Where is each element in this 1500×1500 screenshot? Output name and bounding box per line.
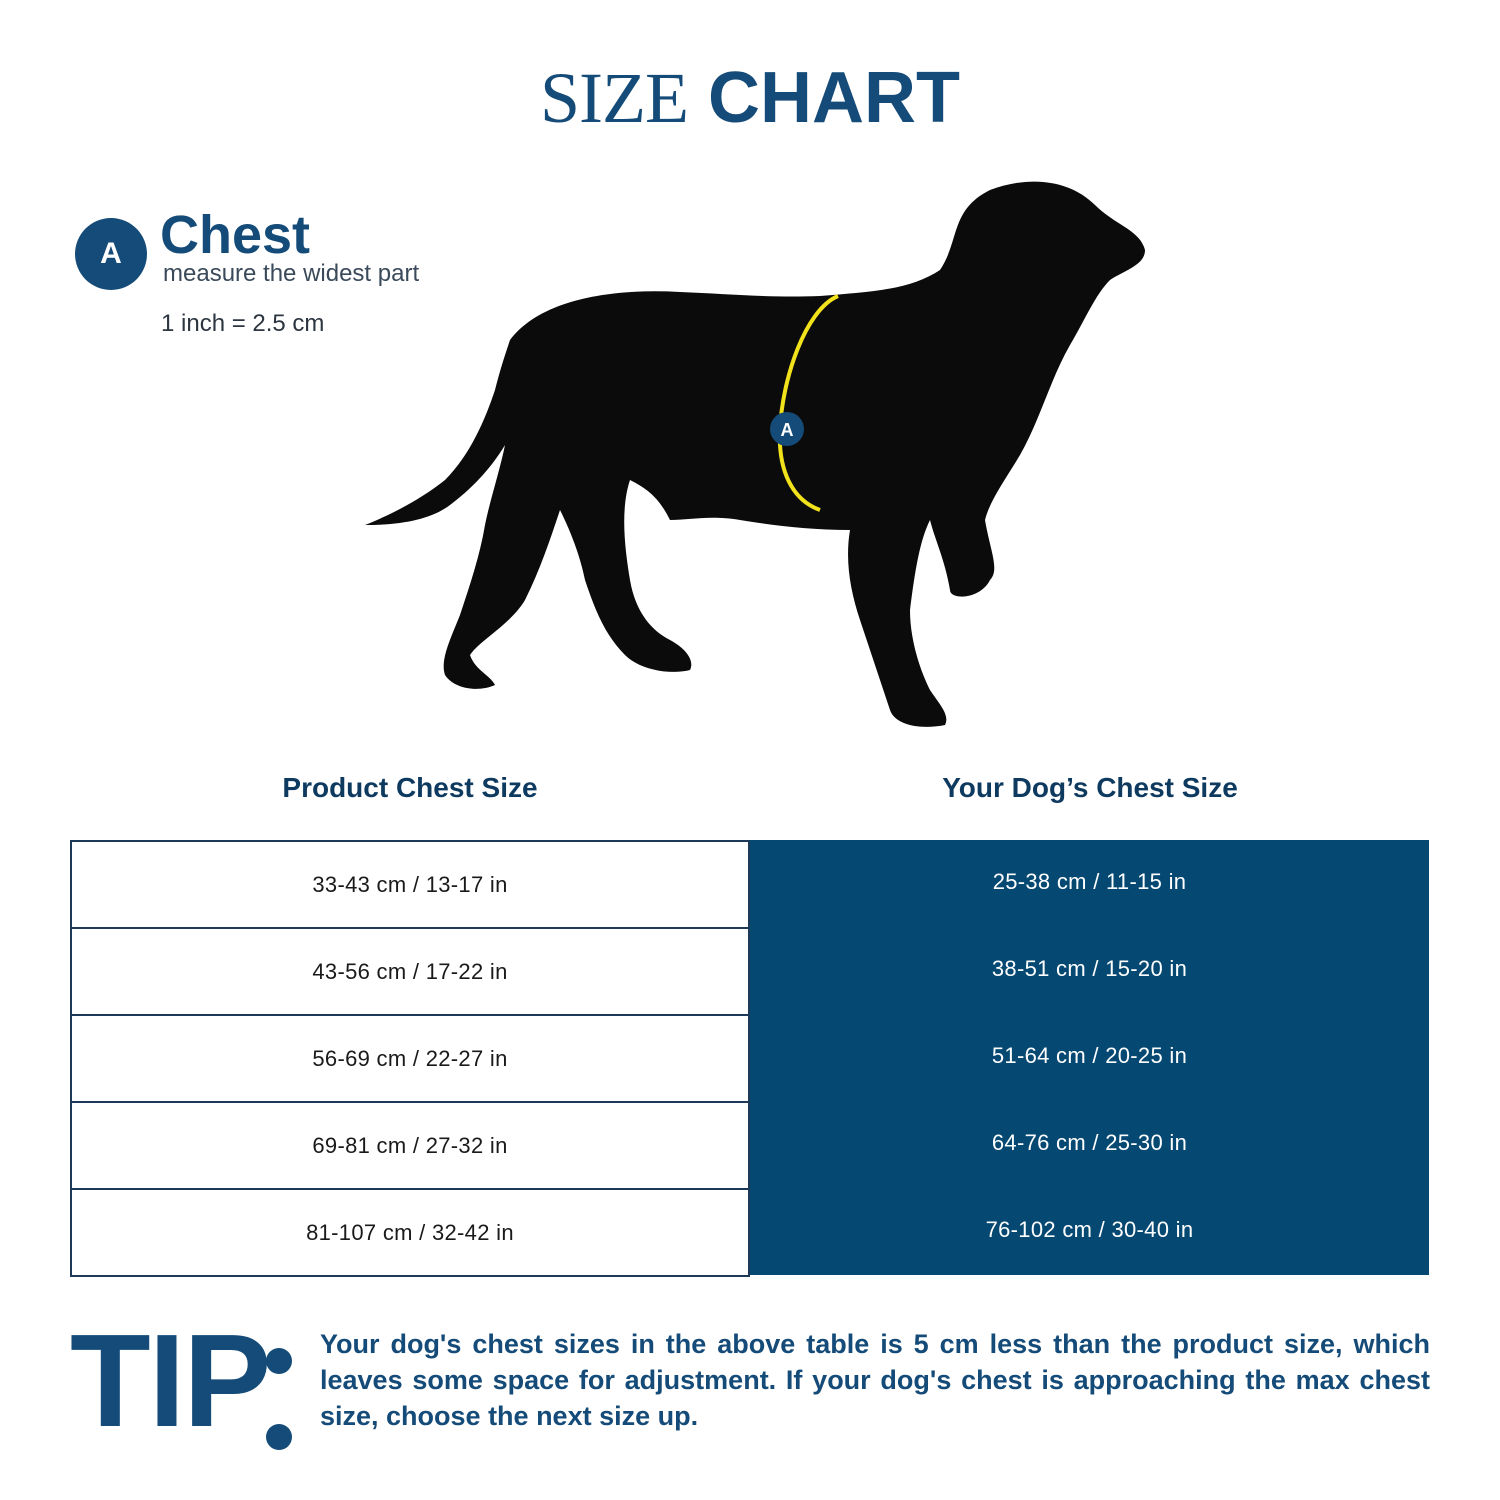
dog-size-cell: 51-64 cm / 20-25 in [750,1014,1429,1101]
tip-label: TIP [70,1307,271,1454]
legend-subtitle: measure the widest part [163,260,420,287]
dog-size-cell: 25-38 cm / 11-15 in [750,840,1429,927]
title-part-chart: CHART [708,58,960,138]
unit-conversion: 1 inch = 2.5 cm [161,310,325,337]
table-row: 33-43 cm / 13-17 in 25-38 cm / 11-15 in [70,840,1429,927]
title-part-size: SIZE [540,58,689,138]
product-size-cell: 33-43 cm / 13-17 in [70,840,750,927]
product-size-cell: 56-69 cm / 22-27 in [70,1014,750,1101]
colon-icon [266,1348,294,1452]
column-header-dog-chest-size: Your Dog’s Chest Size [942,772,1238,803]
letter-a-badge-icon: A [75,218,147,290]
column-header-product-chest-size: Product Chest Size [282,772,538,803]
tip-section: TIP Your dog's chest sizes in the above … [70,1315,1430,1450]
dog-illustration: A [365,181,1145,727]
product-size-cell: 43-56 cm / 17-22 in [70,927,750,1014]
product-size-cell: 69-81 cm / 27-32 in [70,1101,750,1188]
dog-silhouette-icon [365,181,1145,727]
table-row: 56-69 cm / 22-27 in 51-64 cm / 20-25 in [70,1014,1429,1101]
product-size-cell: 81-107 cm / 32-42 in [70,1188,750,1277]
table-row: 43-56 cm / 17-22 in 38-51 cm / 15-20 in [70,927,1429,1014]
table-row: 69-81 cm / 27-32 in 64-76 cm / 25-30 in [70,1101,1429,1188]
tip-text: Your dog's chest sizes in the above tabl… [320,1329,1430,1431]
dog-size-cell: 76-102 cm / 30-40 in [750,1188,1429,1275]
dog-size-cell: 38-51 cm / 15-20 in [750,927,1429,1014]
size-table: 33-43 cm / 13-17 in 25-38 cm / 11-15 in … [70,840,1429,1278]
table-row: 81-107 cm / 32-42 in 76-102 cm / 30-40 i… [70,1188,1429,1277]
chest-marker-badge-icon: A [770,412,804,446]
svg-text:A: A [781,420,794,440]
dog-size-cell: 64-76 cm / 25-30 in [750,1101,1429,1188]
legend-label: Chest [160,205,311,265]
page-title: SIZE CHART [0,58,1500,138]
